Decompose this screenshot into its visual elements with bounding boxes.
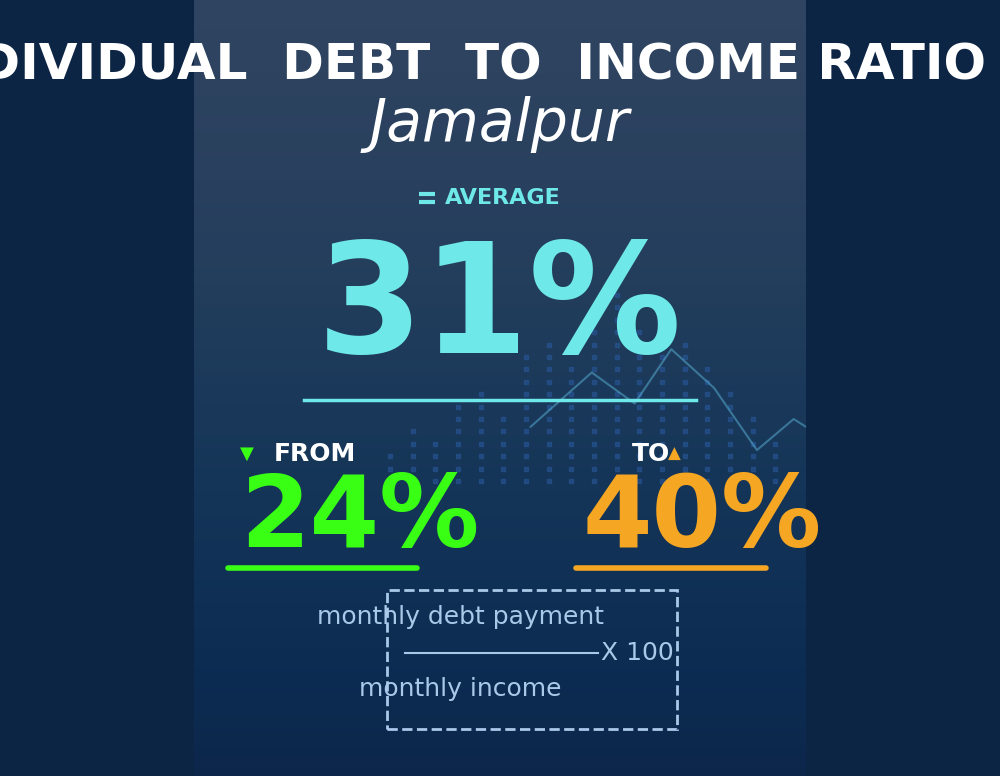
Text: ▼: ▼	[240, 445, 254, 463]
Text: TO: TO	[632, 442, 670, 466]
Text: X 100: X 100	[601, 642, 674, 665]
Text: FROM: FROM	[274, 442, 356, 466]
Text: monthly income: monthly income	[359, 677, 561, 701]
Text: 31%: 31%	[317, 236, 683, 385]
Text: AVERAGE: AVERAGE	[445, 188, 561, 208]
Text: ▲: ▲	[668, 445, 681, 463]
Text: 40%: 40%	[583, 472, 822, 568]
Text: monthly debt payment: monthly debt payment	[317, 605, 604, 629]
Text: INDIVIDUAL  DEBT  TO  INCOME RATIO  IN: INDIVIDUAL DEBT TO INCOME RATIO IN	[0, 42, 1000, 90]
Text: 24%: 24%	[240, 472, 479, 568]
Text: Jamalpur: Jamalpur	[370, 95, 630, 153]
